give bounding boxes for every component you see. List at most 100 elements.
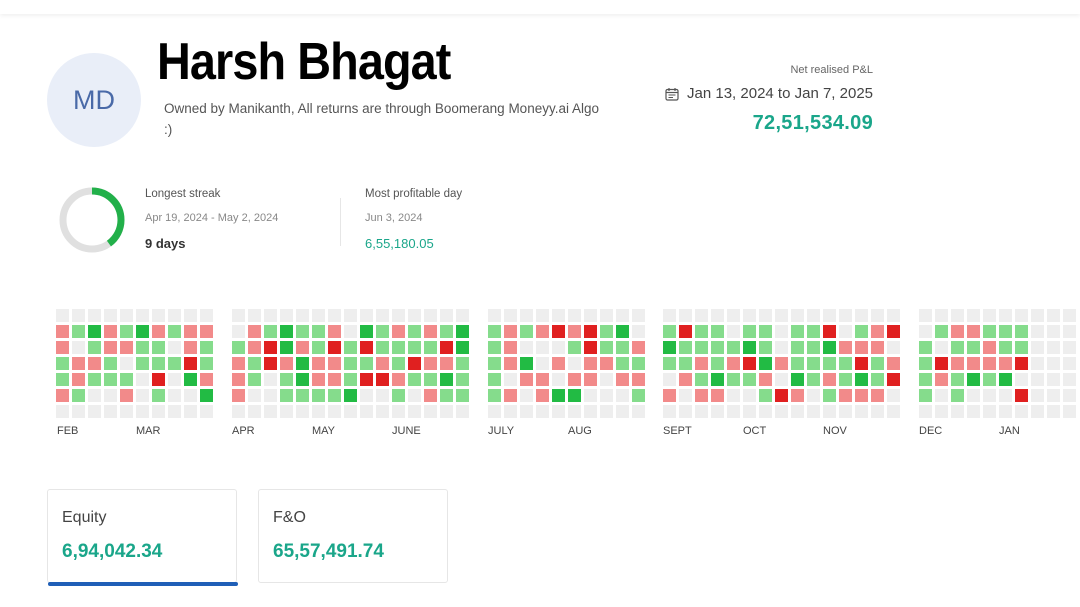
- heatmap-day-cell[interactable]: [584, 389, 597, 402]
- heatmap-day-cell[interactable]: [759, 373, 772, 386]
- heatmap-day-cell[interactable]: [104, 357, 117, 370]
- heatmap-day-cell[interactable]: [823, 373, 836, 386]
- heatmap-day-cell[interactable]: [919, 325, 932, 338]
- heatmap-day-cell[interactable]: [104, 309, 117, 322]
- heatmap-day-cell[interactable]: [344, 405, 357, 418]
- heatmap-day-cell[interactable]: [871, 405, 884, 418]
- heatmap-day-cell[interactable]: [72, 309, 85, 322]
- heatmap-day-cell[interactable]: [632, 325, 645, 338]
- heatmap-day-cell[interactable]: [136, 309, 149, 322]
- heatmap-day-cell[interactable]: [56, 373, 69, 386]
- heatmap-day-cell[interactable]: [855, 373, 868, 386]
- heatmap-day-cell[interactable]: [264, 405, 277, 418]
- heatmap-day-cell[interactable]: [823, 357, 836, 370]
- heatmap-day-cell[interactable]: [392, 389, 405, 402]
- heatmap-day-cell[interactable]: [999, 341, 1012, 354]
- heatmap-day-cell[interactable]: [392, 341, 405, 354]
- heatmap-day-cell[interactable]: [1015, 325, 1028, 338]
- heatmap-day-cell[interactable]: [344, 341, 357, 354]
- heatmap-day-cell[interactable]: [120, 389, 133, 402]
- heatmap-day-cell[interactable]: [56, 389, 69, 402]
- heatmap-day-cell[interactable]: [440, 357, 453, 370]
- heatmap-day-cell[interactable]: [152, 309, 165, 322]
- heatmap-day-cell[interactable]: [312, 373, 325, 386]
- heatmap-day-cell[interactable]: [632, 357, 645, 370]
- heatmap-day-cell[interactable]: [951, 325, 964, 338]
- heatmap-day-cell[interactable]: [823, 341, 836, 354]
- heatmap-day-cell[interactable]: [184, 405, 197, 418]
- heatmap-day-cell[interactable]: [775, 325, 788, 338]
- heatmap-day-cell[interactable]: [504, 341, 517, 354]
- heatmap-day-cell[interactable]: [312, 325, 325, 338]
- heatmap-day-cell[interactable]: [1047, 389, 1060, 402]
- heatmap-day-cell[interactable]: [791, 309, 804, 322]
- heatmap-day-cell[interactable]: [360, 405, 373, 418]
- heatmap-day-cell[interactable]: [935, 325, 948, 338]
- heatmap-day-cell[interactable]: [184, 389, 197, 402]
- heatmap-day-cell[interactable]: [679, 405, 692, 418]
- heatmap-day-cell[interactable]: [759, 341, 772, 354]
- heatmap-day-cell[interactable]: [376, 373, 389, 386]
- heatmap-day-cell[interactable]: [935, 357, 948, 370]
- heatmap-day-cell[interactable]: [56, 325, 69, 338]
- heatmap-day-cell[interactable]: [440, 325, 453, 338]
- heatmap-day-cell[interactable]: [919, 341, 932, 354]
- heatmap-day-cell[interactable]: [1047, 309, 1060, 322]
- heatmap-day-cell[interactable]: [679, 373, 692, 386]
- heatmap-day-cell[interactable]: [743, 309, 756, 322]
- heatmap-day-cell[interactable]: [759, 309, 772, 322]
- heatmap-day-cell[interactable]: [919, 357, 932, 370]
- heatmap-day-cell[interactable]: [504, 309, 517, 322]
- heatmap-day-cell[interactable]: [711, 309, 724, 322]
- heatmap-day-cell[interactable]: [791, 357, 804, 370]
- heatmap-day-cell[interactable]: [408, 357, 421, 370]
- heatmap-day-cell[interactable]: [1063, 373, 1076, 386]
- heatmap-day-cell[interactable]: [376, 341, 389, 354]
- heatmap-day-cell[interactable]: [232, 325, 245, 338]
- heatmap-day-cell[interactable]: [679, 341, 692, 354]
- heatmap-day-cell[interactable]: [823, 389, 836, 402]
- heatmap-day-cell[interactable]: [520, 405, 533, 418]
- heatmap-day-cell[interactable]: [392, 405, 405, 418]
- heatmap-day-cell[interactable]: [56, 405, 69, 418]
- heatmap-day-cell[interactable]: [743, 325, 756, 338]
- heatmap-day-cell[interactable]: [775, 405, 788, 418]
- heatmap-day-cell[interactable]: [280, 357, 293, 370]
- heatmap-day-cell[interactable]: [296, 357, 309, 370]
- heatmap-day-cell[interactable]: [807, 389, 820, 402]
- heatmap-day-cell[interactable]: [679, 309, 692, 322]
- heatmap-day-cell[interactable]: [120, 357, 133, 370]
- heatmap-day-cell[interactable]: [376, 405, 389, 418]
- heatmap-day-cell[interactable]: [152, 373, 165, 386]
- heatmap-day-cell[interactable]: [104, 325, 117, 338]
- heatmap-day-cell[interactable]: [296, 309, 309, 322]
- heatmap-day-cell[interactable]: [440, 341, 453, 354]
- heatmap-day-cell[interactable]: [1063, 309, 1076, 322]
- heatmap-day-cell[interactable]: [120, 405, 133, 418]
- heatmap-day-cell[interactable]: [967, 389, 980, 402]
- heatmap-day-cell[interactable]: [360, 309, 373, 322]
- heatmap-day-cell[interactable]: [296, 325, 309, 338]
- heatmap-day-cell[interactable]: [839, 309, 852, 322]
- heatmap-day-cell[interactable]: [72, 341, 85, 354]
- heatmap-day-cell[interactable]: [152, 341, 165, 354]
- heatmap-day-cell[interactable]: [456, 309, 469, 322]
- heatmap-day-cell[interactable]: [104, 341, 117, 354]
- heatmap-day-cell[interactable]: [408, 389, 421, 402]
- heatmap-day-cell[interactable]: [663, 389, 676, 402]
- heatmap-day-cell[interactable]: [200, 357, 213, 370]
- heatmap-day-cell[interactable]: [248, 389, 261, 402]
- heatmap-day-cell[interactable]: [488, 309, 501, 322]
- heatmap-day-cell[interactable]: [360, 373, 373, 386]
- heatmap-day-cell[interactable]: [184, 357, 197, 370]
- heatmap-day-cell[interactable]: [392, 309, 405, 322]
- heatmap-day-cell[interactable]: [344, 325, 357, 338]
- heatmap-day-cell[interactable]: [88, 341, 101, 354]
- heatmap-day-cell[interactable]: [711, 325, 724, 338]
- heatmap-day-cell[interactable]: [584, 357, 597, 370]
- heatmap-day-cell[interactable]: [1031, 309, 1044, 322]
- heatmap-day-cell[interactable]: [456, 325, 469, 338]
- heatmap-day-cell[interactable]: [168, 357, 181, 370]
- heatmap-day-cell[interactable]: [855, 341, 868, 354]
- heatmap-day-cell[interactable]: [887, 389, 900, 402]
